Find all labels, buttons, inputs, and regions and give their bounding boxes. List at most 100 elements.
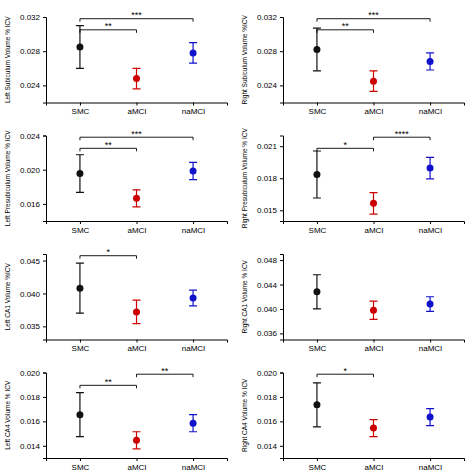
error-cap [133, 68, 141, 69]
marks [76, 393, 197, 449]
error-cap [370, 419, 378, 420]
sig-label: * [106, 247, 110, 257]
x-tick: aMCI [364, 221, 383, 235]
sig-label: ** [105, 377, 113, 387]
point [133, 195, 140, 202]
error-cap [370, 213, 378, 214]
x-tick-label: aMCI [127, 463, 146, 472]
error-cap [189, 63, 197, 64]
sig-label: ** [161, 366, 169, 376]
panel: 0.0140.0160.0180.020SMCaMCInaMCILeft CA4… [4, 366, 228, 472]
x-tick: naMCI [419, 221, 443, 235]
sig-label: **** [395, 129, 410, 139]
panel: 0.0240.0280.032SMCaMCInaMCIRight Subicul… [241, 10, 465, 116]
x-axis-line [47, 103, 228, 106]
error-cap [76, 25, 84, 26]
y-tick-label: 0.044 [257, 281, 278, 290]
y-axis: 0.0140.0160.0180.020 [257, 369, 284, 459]
y-axis-line [280, 18, 284, 104]
point [313, 401, 320, 408]
error-cap [370, 192, 378, 193]
x-tick: naMCI [182, 103, 206, 117]
x-tick-mark [374, 340, 375, 343]
y-tick-mark [43, 373, 46, 374]
y-tick-label: 0.018 [257, 393, 278, 402]
x-axis-line [284, 459, 465, 462]
y-axis-line [280, 255, 284, 341]
error-cap [133, 206, 141, 207]
x-tick: aMCI [364, 340, 383, 354]
error-cap [133, 323, 141, 324]
x-tick-label: naMCI [182, 226, 206, 235]
y-tick: 0.024 [20, 132, 46, 141]
y-tick-label: 0.028 [257, 47, 278, 56]
y-tick-mark [280, 51, 283, 52]
y-axis: 0.0240.0280.032 [20, 13, 47, 103]
error-cap [426, 408, 434, 409]
y-tick-mark [43, 446, 46, 447]
y-tick-label: 0.048 [257, 256, 278, 265]
x-tick-mark [80, 458, 81, 461]
y-tick: 0.040 [257, 305, 283, 314]
point [76, 411, 83, 418]
y-tick-label: 0.015 [257, 206, 278, 215]
x-axis: SMCaMCInaMCI [284, 103, 465, 117]
y-axis-title: Left Presubiculum Volume % ICV [4, 130, 11, 226]
y-tick-label: 0.018 [20, 393, 41, 402]
error-cap [76, 154, 84, 155]
y-tick-label: 0.036 [257, 329, 278, 338]
y-tick-mark [280, 421, 283, 422]
x-axis: SMC aMCI naMCI [47, 103, 228, 117]
error-cap [313, 70, 321, 71]
error-cap [189, 431, 197, 432]
error-cap [76, 192, 84, 193]
x-tick-label: SMC [309, 226, 327, 235]
x-tick: naMCI [419, 340, 443, 354]
x-tick-label: SMC [309, 463, 327, 472]
point [133, 75, 140, 82]
sig-label: *** [368, 10, 379, 20]
y-tick-label: 0.028 [20, 47, 41, 56]
x-tick-label: SMC [72, 226, 90, 235]
y-tick: 0.028 [257, 47, 283, 56]
x-tick-mark [137, 340, 138, 343]
y-tick: 0.021 [257, 142, 283, 151]
marks [313, 28, 434, 91]
panel: 0.0150.0180.021SMCaMCInaMCIRight Presubi… [241, 128, 465, 235]
x-axis: SMCaMCInaMCI [47, 458, 228, 472]
y-tick-mark [280, 210, 283, 211]
error-cap [313, 382, 321, 383]
y-axis-line [43, 18, 47, 104]
sig-label: * [343, 140, 347, 150]
error-cap [76, 392, 84, 393]
x-tick: SMC [72, 340, 90, 354]
point [76, 285, 83, 292]
y-axis-title: Left CA1 Volume %ICV [4, 262, 11, 330]
y-tick: 0.020 [257, 369, 283, 378]
error-cap [133, 448, 141, 449]
x-tick-mark [317, 458, 318, 461]
x-tick: SMC [309, 458, 327, 472]
x-tick-mark [430, 221, 431, 224]
x-tick-mark [137, 221, 138, 224]
x-tick: aMCI [127, 103, 146, 117]
x-tick: SMC [309, 340, 327, 354]
error-cap [313, 274, 321, 275]
point [133, 437, 140, 444]
x-tick-label: aMCI [364, 463, 383, 472]
x-tick-label: naMCI [419, 107, 443, 116]
y-tick-mark [43, 170, 46, 171]
y-tick: 0.040 [20, 290, 46, 299]
point [190, 49, 197, 56]
error-cap [76, 263, 84, 264]
x-tick: naMCI [182, 458, 206, 472]
x-tick-label: SMC [72, 344, 90, 353]
y-tick: 0.018 [20, 393, 46, 402]
x-axis-line [47, 459, 228, 462]
y-tick-label: 0.021 [257, 142, 278, 151]
point [76, 43, 83, 50]
y-tick-label: 0.040 [20, 290, 41, 299]
y-tick-label: 0.014 [20, 442, 41, 451]
point [313, 171, 320, 178]
x-tick: SMC [72, 103, 90, 117]
